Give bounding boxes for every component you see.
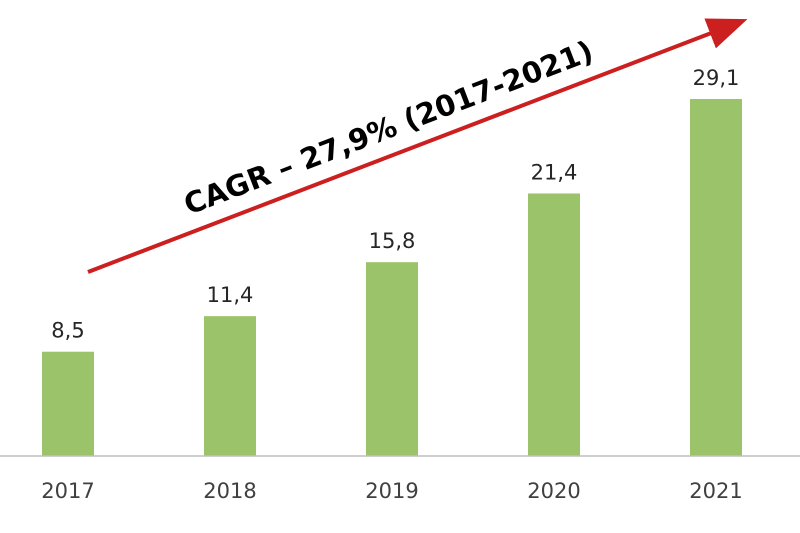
bar-2019 xyxy=(366,262,418,456)
cagr-trend-arrow xyxy=(87,18,748,274)
bar-2020 xyxy=(528,193,580,456)
value-label-2021: 29,1 xyxy=(693,66,740,90)
value-label-2018: 11,4 xyxy=(207,283,254,307)
cagr-annotation: CAGR – 27,9% (2017-2021) xyxy=(179,34,598,222)
value-label-2019: 15,8 xyxy=(369,229,416,253)
category-label-2021: 2021 xyxy=(689,479,742,503)
bar-2021 xyxy=(690,99,742,456)
value-labels-group: 8,5 11,4 15,8 21,4 29,1 xyxy=(51,66,739,343)
bars-group xyxy=(42,99,742,456)
value-label-2017: 8,5 xyxy=(51,319,84,343)
bar-2017 xyxy=(42,351,94,456)
category-label-2019: 2019 xyxy=(365,479,418,503)
category-label-2020: 2020 xyxy=(527,479,580,503)
category-label-2017: 2017 xyxy=(41,479,94,503)
category-label-2018: 2018 xyxy=(203,479,256,503)
bar-2018 xyxy=(204,316,256,456)
value-label-2020: 21,4 xyxy=(531,160,578,184)
category-labels-group: 2017 2018 2019 2020 2021 xyxy=(41,479,742,503)
